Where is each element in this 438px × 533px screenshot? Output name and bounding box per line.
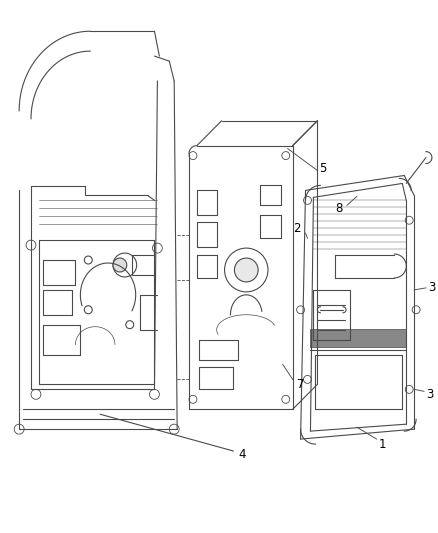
Text: 2: 2	[293, 222, 300, 235]
Text: 1: 1	[378, 438, 386, 450]
Text: 4: 4	[238, 448, 246, 461]
Circle shape	[297, 306, 304, 314]
Text: 3: 3	[428, 281, 435, 294]
Circle shape	[113, 258, 127, 272]
Bar	[311, 329, 406, 346]
Text: 8: 8	[336, 202, 343, 215]
Circle shape	[405, 216, 413, 224]
Circle shape	[234, 258, 258, 282]
Circle shape	[304, 375, 311, 383]
Text: 7: 7	[297, 378, 304, 391]
Circle shape	[405, 385, 413, 393]
Circle shape	[412, 306, 420, 314]
Text: 3: 3	[426, 388, 433, 401]
Circle shape	[304, 196, 311, 204]
Text: 5: 5	[319, 162, 327, 175]
